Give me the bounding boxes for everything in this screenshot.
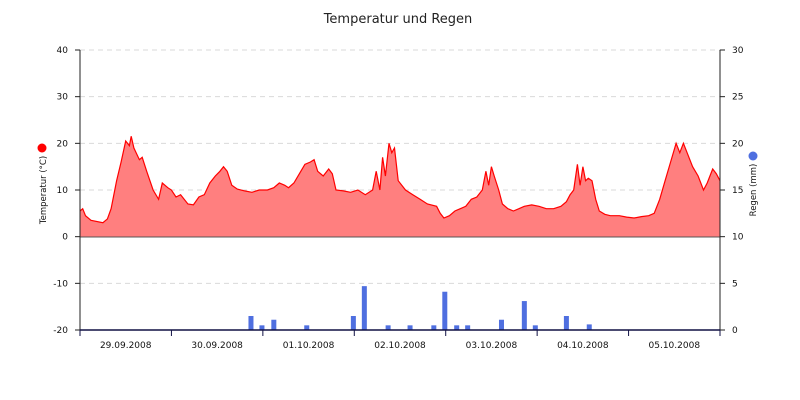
left-tick-label: -10: [53, 279, 68, 289]
left-axis-label: Temperatur (°C): [39, 156, 49, 225]
rain-bar: [532, 325, 538, 330]
temperature-area: [80, 136, 720, 237]
temperature-legend-dot: [37, 143, 47, 153]
temperature-line: [79, 136, 721, 224]
rain-legend-dot: [748, 151, 758, 161]
rain-bar: [385, 325, 391, 330]
right-tick-label: 25: [732, 93, 743, 103]
right-tick-label: 15: [732, 186, 743, 196]
rain-bar: [586, 324, 592, 330]
rain-bar: [442, 291, 448, 330]
right-tick-label: 0: [732, 326, 738, 336]
rain-bar: [465, 325, 471, 330]
right-tick-label: 30: [732, 46, 744, 56]
rain-bar: [248, 316, 254, 330]
rain-bar: [304, 325, 310, 330]
rain-bar: [271, 319, 277, 330]
rain-bar: [407, 325, 413, 330]
gridlines: [80, 49, 720, 284]
x-tick-label: 05.10.2008: [649, 341, 701, 351]
rain-bar: [431, 325, 437, 330]
x-tick-label: 01.10.2008: [283, 341, 335, 351]
right-tick-label: 5: [732, 279, 738, 289]
x-tick-label: 04.10.2008: [557, 341, 609, 351]
left-tick-label: 20: [57, 139, 69, 149]
right-tick-label: 20: [732, 139, 744, 149]
left-tick-label: 0: [62, 233, 68, 243]
rain-bar: [361, 286, 367, 330]
chart-title: Temperatur und Regen: [323, 12, 473, 27]
x-tick-label: 02.10.2008: [374, 341, 426, 351]
rain-bar: [454, 325, 460, 330]
rain-bar: [563, 316, 569, 330]
left-tick-label: 40: [57, 46, 69, 56]
x-tick-label: 03.10.2008: [466, 341, 518, 351]
x-tick-label: 29.09.2008: [100, 341, 152, 351]
rain-bar: [259, 325, 265, 330]
left-tick-label: 30: [57, 93, 69, 103]
right-axis-ticks: 0 5 10 15 20 25 30: [720, 46, 744, 336]
x-tick-label: 30.09.2008: [191, 341, 243, 351]
right-tick-label: 10: [732, 233, 744, 243]
left-axis-ticks: -20 -10 0 10 20 30 40: [53, 46, 80, 336]
rain-bar: [350, 316, 356, 330]
left-tick-label: 10: [57, 186, 69, 196]
right-axis-label: Regen (mm): [749, 164, 759, 217]
left-tick-label: -20: [53, 326, 68, 336]
rain-bar: [521, 301, 527, 330]
rain-bar: [498, 319, 504, 330]
rain-bars: [248, 286, 592, 330]
x-axis-ticks: 29.09.2008 30.09.2008 01.10.2008 02.10.2008…: [79, 330, 721, 351]
